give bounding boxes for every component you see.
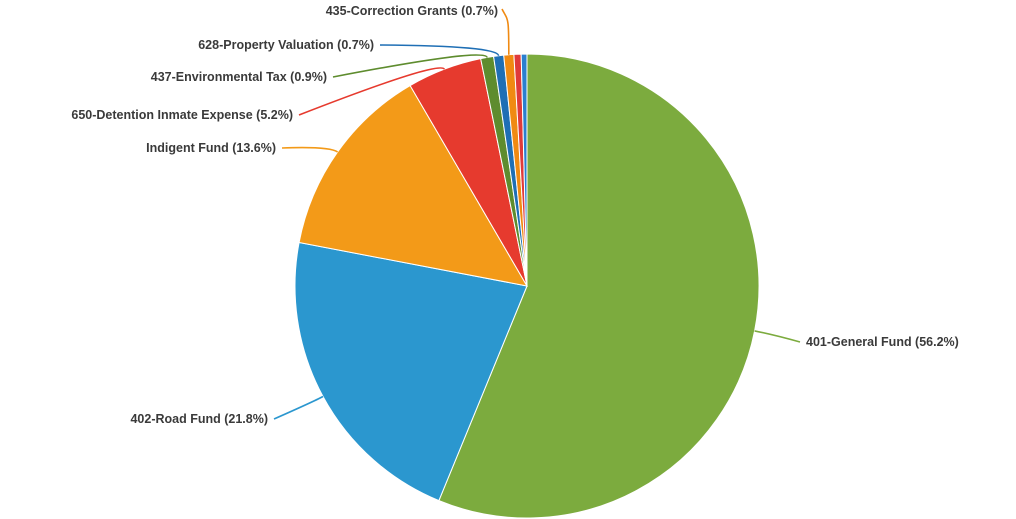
leader-line-4 <box>332 54 488 78</box>
slice-label-0: 401-General Fund (56.2%) <box>806 335 959 349</box>
pie-slice-0 <box>438 53 760 519</box>
slice-labels: 401-General Fund (56.2%) 402-Road Fund (2… <box>71 4 958 426</box>
slice-label-4: 437-Environmental Tax (0.9%) <box>151 70 327 84</box>
pie-slices <box>294 53 760 519</box>
label-leader-lines <box>273 8 801 420</box>
slice-label-6: 435-Correction Grants (0.7%) <box>326 4 498 18</box>
leader-line-0 <box>754 330 801 343</box>
leader-line-3 <box>298 67 446 116</box>
slice-label-2: Indigent Fund (13.6%) <box>146 141 276 155</box>
leader-line-1 <box>273 395 324 420</box>
slice-label-3: 650-Detention Inmate Expense (5.2%) <box>71 108 293 122</box>
leader-line-2 <box>281 146 339 153</box>
slice-label-1: 402-Road Fund (21.8%) <box>130 412 268 426</box>
pie-slice-8 <box>520 53 528 287</box>
leader-line-6 <box>501 8 510 55</box>
leader-line-5 <box>379 44 500 57</box>
slice-label-5: 628-Property Valuation (0.7%) <box>198 38 374 52</box>
